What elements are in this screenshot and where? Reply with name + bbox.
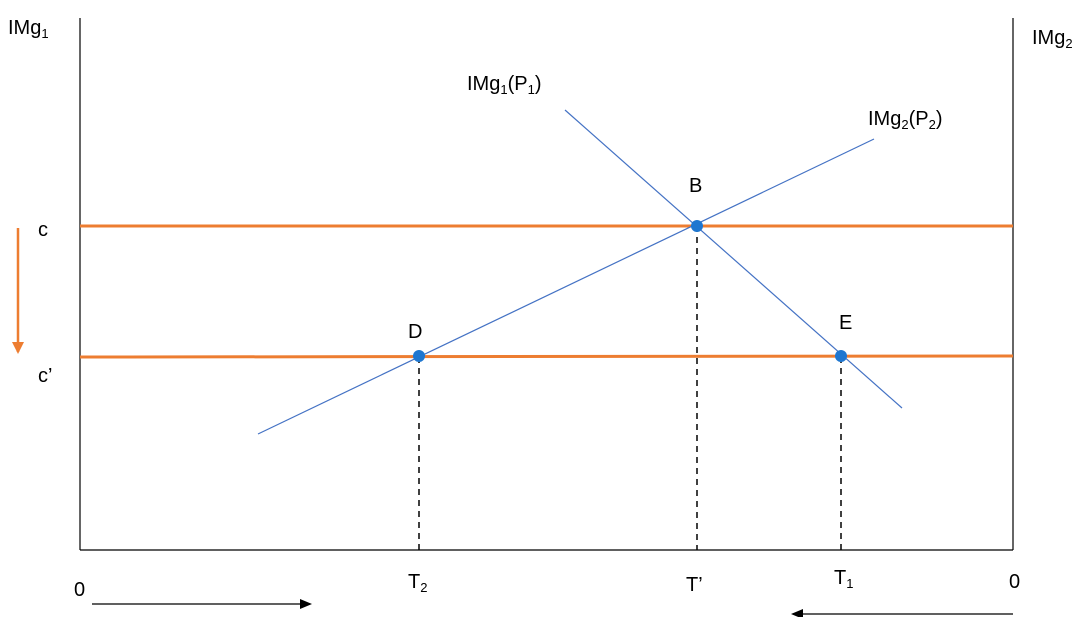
origin-left-label: 0 bbox=[74, 579, 85, 601]
point-label-d: D bbox=[408, 321, 422, 343]
point-label-e: E bbox=[839, 312, 852, 334]
img2-curve bbox=[257, 138, 875, 435]
point-b bbox=[691, 220, 703, 232]
tick-label-t2: T2 bbox=[408, 571, 427, 595]
point-label-b: B bbox=[689, 175, 702, 197]
left-axis-label: IMg1 bbox=[8, 17, 49, 41]
tick-label-t-prime: T’ bbox=[686, 574, 703, 596]
point-e bbox=[835, 350, 847, 362]
img2-curve-label: IMg2(P2) bbox=[868, 108, 942, 132]
point-d bbox=[413, 350, 425, 362]
right-axis-label: IMg2 bbox=[1032, 27, 1073, 51]
img1-curve bbox=[564, 109, 903, 409]
level-label-c-prime: c’ bbox=[38, 365, 52, 387]
origin-right-label: 0 bbox=[1009, 571, 1020, 593]
tick-label-t1: T1 bbox=[834, 567, 853, 591]
price-line-c-prime bbox=[79, 354, 1014, 359]
level-label-c: c bbox=[38, 219, 48, 241]
img1-curve-label: IMg1(P1) bbox=[467, 73, 541, 97]
